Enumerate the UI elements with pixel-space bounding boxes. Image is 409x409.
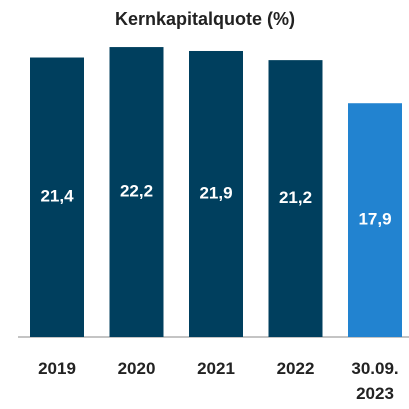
data-label: 17,9 xyxy=(358,210,391,229)
x-tick-label: 2021 xyxy=(197,359,235,378)
x-tick-label: 30.09. 2023 xyxy=(351,359,399,403)
data-label: 22,2 xyxy=(120,182,153,201)
x-tick-label: 2020 xyxy=(117,359,156,378)
data-label: 21,9 xyxy=(199,183,232,202)
bar xyxy=(109,47,164,338)
data-label: 21,4 xyxy=(40,187,74,206)
x-tick-label: 2022 xyxy=(276,359,315,378)
bar xyxy=(30,57,84,338)
bar xyxy=(268,60,323,338)
bar xyxy=(348,103,402,337)
data-label: 21,2 xyxy=(279,188,312,207)
chart-title: Kernkapitalquote (%) xyxy=(115,9,295,29)
bar xyxy=(189,50,243,338)
x-tick-label: 2019 xyxy=(38,359,76,378)
